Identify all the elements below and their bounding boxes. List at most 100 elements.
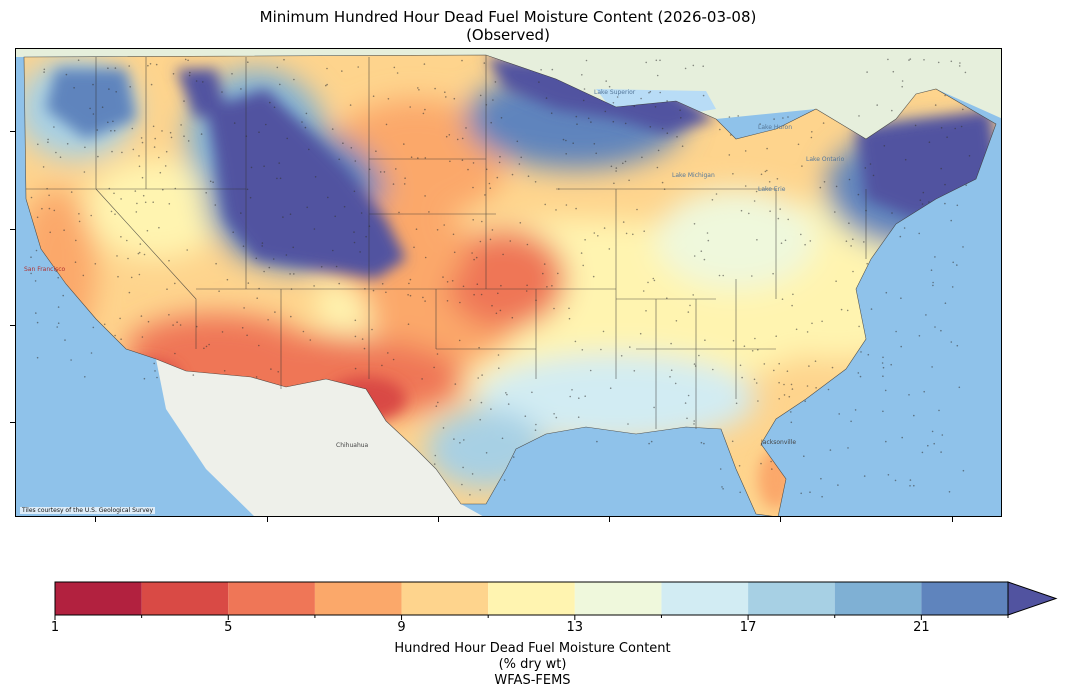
colorbar-outline: [54, 581, 1009, 616]
station-marker: [602, 330, 605, 333]
station-marker: [932, 284, 934, 287]
station-marker: [882, 410, 884, 413]
station-marker: [787, 218, 789, 221]
station-marker: [891, 212, 893, 214]
station-marker: [773, 369, 775, 372]
station-marker: [120, 198, 122, 200]
station-marker: [478, 346, 480, 349]
colorbar-segment: [834, 582, 922, 615]
station-marker: [144, 201, 147, 204]
station-marker: [293, 78, 295, 81]
station-marker: [649, 126, 652, 128]
station-marker: [494, 81, 497, 83]
station-marker: [722, 274, 724, 277]
station-marker: [693, 255, 696, 257]
station-marker: [592, 275, 595, 278]
station-marker: [648, 442, 650, 445]
station-marker: [751, 275, 753, 277]
station-marker: [250, 166, 253, 169]
station-marker: [168, 314, 170, 316]
station-marker: [546, 286, 548, 288]
station-marker: [595, 152, 597, 155]
station-marker: [172, 73, 175, 75]
station-marker: [424, 157, 427, 159]
colorbar-tick-label: 17: [739, 620, 757, 635]
station-marker: [313, 228, 316, 230]
station-marker: [603, 227, 606, 229]
station-marker: [187, 140, 190, 142]
station-marker: [934, 326, 936, 328]
station-marker: [693, 363, 696, 365]
station-marker: [904, 158, 907, 161]
station-marker: [531, 391, 533, 394]
station-marker: [461, 59, 463, 62]
station-marker: [172, 324, 174, 326]
station-marker: [82, 274, 85, 277]
x-axis-tick: [780, 517, 781, 522]
station-marker: [719, 468, 722, 470]
station-marker: [161, 130, 163, 132]
station-marker: [459, 442, 461, 444]
station-marker: [404, 177, 406, 179]
station-marker: [620, 355, 623, 357]
station-marker: [342, 142, 344, 144]
fuel-moisture-map[interactable]: San Francisco Chihuahua Jacksonville Lak…: [15, 48, 1002, 517]
station-marker: [143, 253, 146, 256]
station-marker: [119, 317, 121, 320]
colorbar-tick-label: 21: [913, 620, 930, 635]
station-marker: [580, 252, 583, 254]
station-marker: [748, 212, 750, 215]
station-marker: [247, 61, 249, 63]
station-marker: [165, 150, 168, 153]
station-marker: [428, 211, 430, 213]
station-marker: [624, 160, 627, 163]
station-marker: [96, 129, 99, 131]
station-marker: [944, 183, 946, 186]
station-marker: [950, 60, 953, 63]
station-marker: [354, 319, 357, 322]
station-marker: [882, 375, 884, 378]
station-marker: [608, 85, 611, 88]
station-marker: [777, 217, 780, 220]
station-marker: [481, 374, 483, 376]
station-marker: [872, 174, 875, 177]
station-marker: [509, 240, 512, 242]
station-marker: [187, 59, 189, 62]
station-marker: [800, 492, 802, 495]
station-marker: [168, 259, 170, 262]
station-marker: [675, 320, 678, 322]
x-axis-tick: [95, 517, 96, 522]
station-marker: [933, 442, 935, 445]
station-marker: [538, 81, 540, 83]
station-marker: [962, 246, 964, 248]
station-marker: [822, 122, 825, 124]
station-marker: [472, 162, 475, 164]
station-marker: [203, 347, 205, 350]
station-marker: [70, 359, 72, 361]
station-marker: [887, 58, 889, 61]
station-marker: [712, 368, 714, 371]
station-marker: [755, 190, 758, 193]
station-marker: [738, 465, 741, 467]
station-marker: [276, 66, 279, 69]
station-marker: [240, 212, 242, 214]
station-marker: [866, 262, 868, 265]
station-marker: [760, 173, 763, 176]
station-marker: [120, 338, 122, 341]
station-marker: [485, 452, 488, 454]
station-marker: [921, 203, 924, 205]
station-marker: [30, 256, 32, 258]
station-marker: [221, 331, 224, 333]
station-marker: [524, 415, 527, 418]
station-marker: [663, 188, 666, 190]
station-marker: [434, 87, 436, 90]
station-marker: [616, 96, 619, 98]
x-axis-tick: [609, 517, 610, 522]
station-marker: [246, 188, 249, 191]
station-marker: [92, 113, 95, 115]
station-marker: [694, 365, 697, 367]
station-marker: [138, 165, 141, 168]
station-marker: [835, 185, 838, 188]
y-axis-tick: [10, 229, 15, 230]
station-marker: [540, 69, 542, 71]
